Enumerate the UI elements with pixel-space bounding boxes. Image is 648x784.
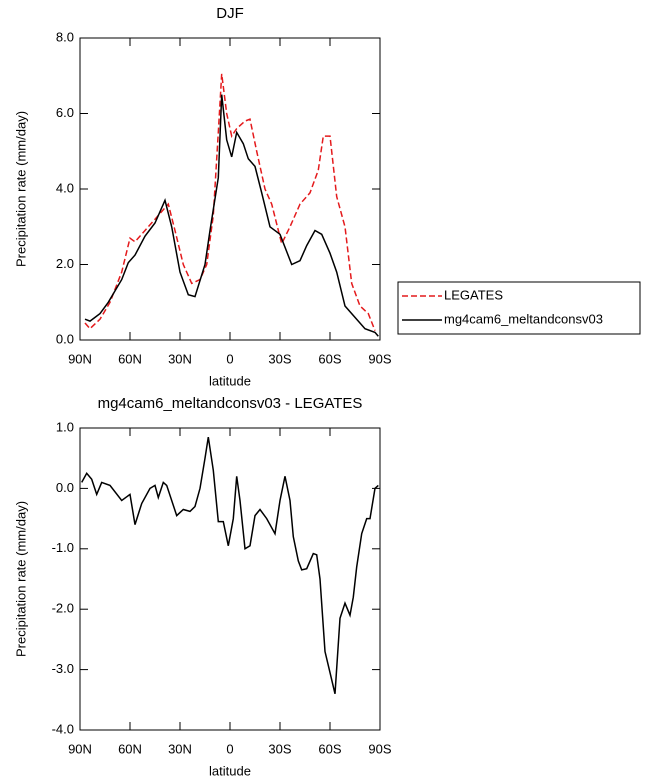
y-tick-label: -2.0 [52, 601, 74, 616]
y-tick-label: 2.0 [56, 256, 74, 271]
y-tick-label: -1.0 [52, 540, 74, 555]
x-tick-label: 90N [68, 741, 92, 756]
x-tick-label: 60N [118, 741, 142, 756]
y-axis-label: Precipitation rate (mm/day) [13, 501, 28, 657]
data-line [81, 436, 379, 694]
data-line [84, 94, 379, 337]
y-tick-label: 1.0 [56, 419, 74, 434]
x-tick-label: 0 [226, 741, 233, 756]
y-tick-label: -4.0 [52, 721, 74, 736]
x-tick-label: 30N [168, 351, 192, 366]
legend-label: LEGATES [444, 287, 503, 302]
x-tick-label: 90N [68, 351, 92, 366]
chart-title: DJF [216, 5, 244, 22]
legend-label: mg4cam6_meltandconsv03 [444, 311, 603, 326]
x-tick-label: 0 [226, 351, 233, 366]
x-tick-label: 90S [368, 741, 391, 756]
y-tick-label: 0.0 [56, 331, 74, 346]
x-axis-label: latitude [209, 763, 251, 778]
y-tick-label: 8.0 [56, 29, 74, 44]
y-tick-label: 4.0 [56, 180, 74, 195]
y-tick-label: 0.0 [56, 480, 74, 495]
plot-frame [79, 37, 381, 341]
x-tick-label: 60N [118, 351, 142, 366]
x-tick-label: 30S [268, 351, 291, 366]
chart-title: mg4cam6_meltandconsv03 - LEGATES [98, 395, 363, 412]
x-tick-label: 60S [318, 741, 341, 756]
y-tick-label: -3.0 [52, 661, 74, 676]
data-line [84, 73, 376, 331]
legend-box [397, 281, 641, 335]
y-axis-label: Precipitation rate (mm/day) [13, 111, 28, 267]
x-axis-label: latitude [209, 373, 251, 388]
y-tick-label: 6.0 [56, 105, 74, 120]
x-tick-label: 30S [268, 741, 291, 756]
x-tick-label: 60S [318, 351, 341, 366]
x-tick-label: 90S [368, 351, 391, 366]
x-tick-label: 30N [168, 741, 192, 756]
